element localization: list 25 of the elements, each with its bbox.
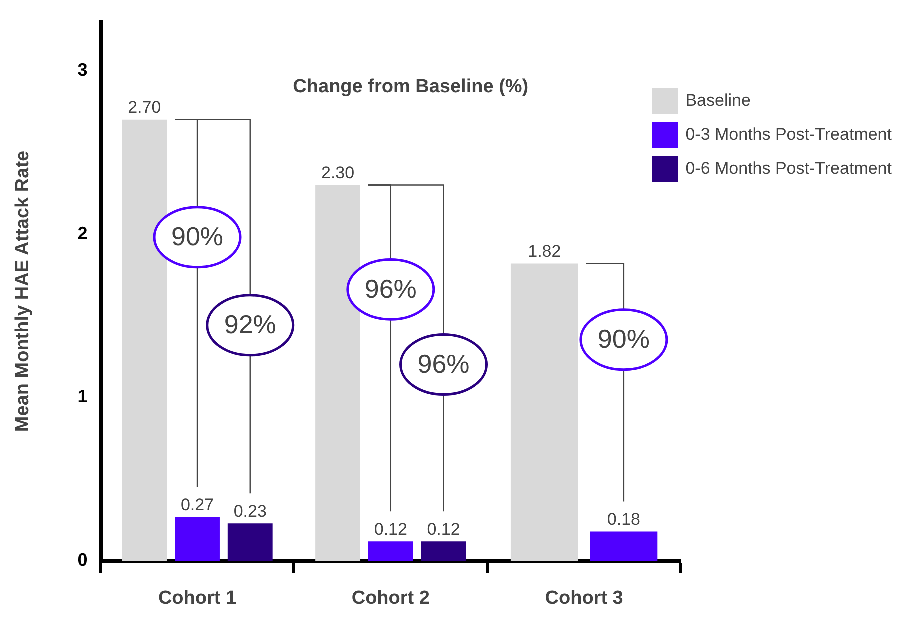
data-label: 0.12 — [374, 520, 408, 539]
annotation: 90% — [171, 222, 224, 252]
legend-label: 0-6 Months Post-Treatment — [686, 159, 892, 179]
data-label: 2.30 — [321, 163, 355, 182]
x-tick-label: Cohort 1 — [158, 588, 237, 609]
data-label: 2.70 — [128, 98, 162, 118]
y-tick-label: 3 — [78, 60, 88, 80]
x-tick-label: Cohort 2 — [352, 588, 430, 609]
annotation: 90% — [598, 324, 650, 354]
data-label: 0.12 — [427, 520, 460, 539]
data-label: 0.23 — [234, 502, 267, 521]
y-tick-label: 1 — [78, 386, 88, 407]
annotation: 92% — [224, 310, 276, 340]
legend-label: 0-3 Months Post-Treatment — [686, 125, 892, 145]
text: Change from Baseline (%) — [293, 76, 529, 98]
y-tick-label: 0 — [78, 550, 88, 570]
data-label: 0.18 — [607, 510, 640, 529]
data-label: 1.82 — [528, 242, 562, 261]
x-tick-label: Cohort 3 — [545, 588, 624, 609]
y-tick-label: 2 — [78, 223, 88, 244]
legend-label: Baseline — [686, 91, 751, 111]
y-axis-title: Mean Monthly HAE Attack Rate — [12, 150, 34, 432]
annotation: 96% — [364, 274, 417, 304]
annotation: 96% — [418, 348, 470, 379]
data-label: 0.27 — [180, 495, 214, 514]
